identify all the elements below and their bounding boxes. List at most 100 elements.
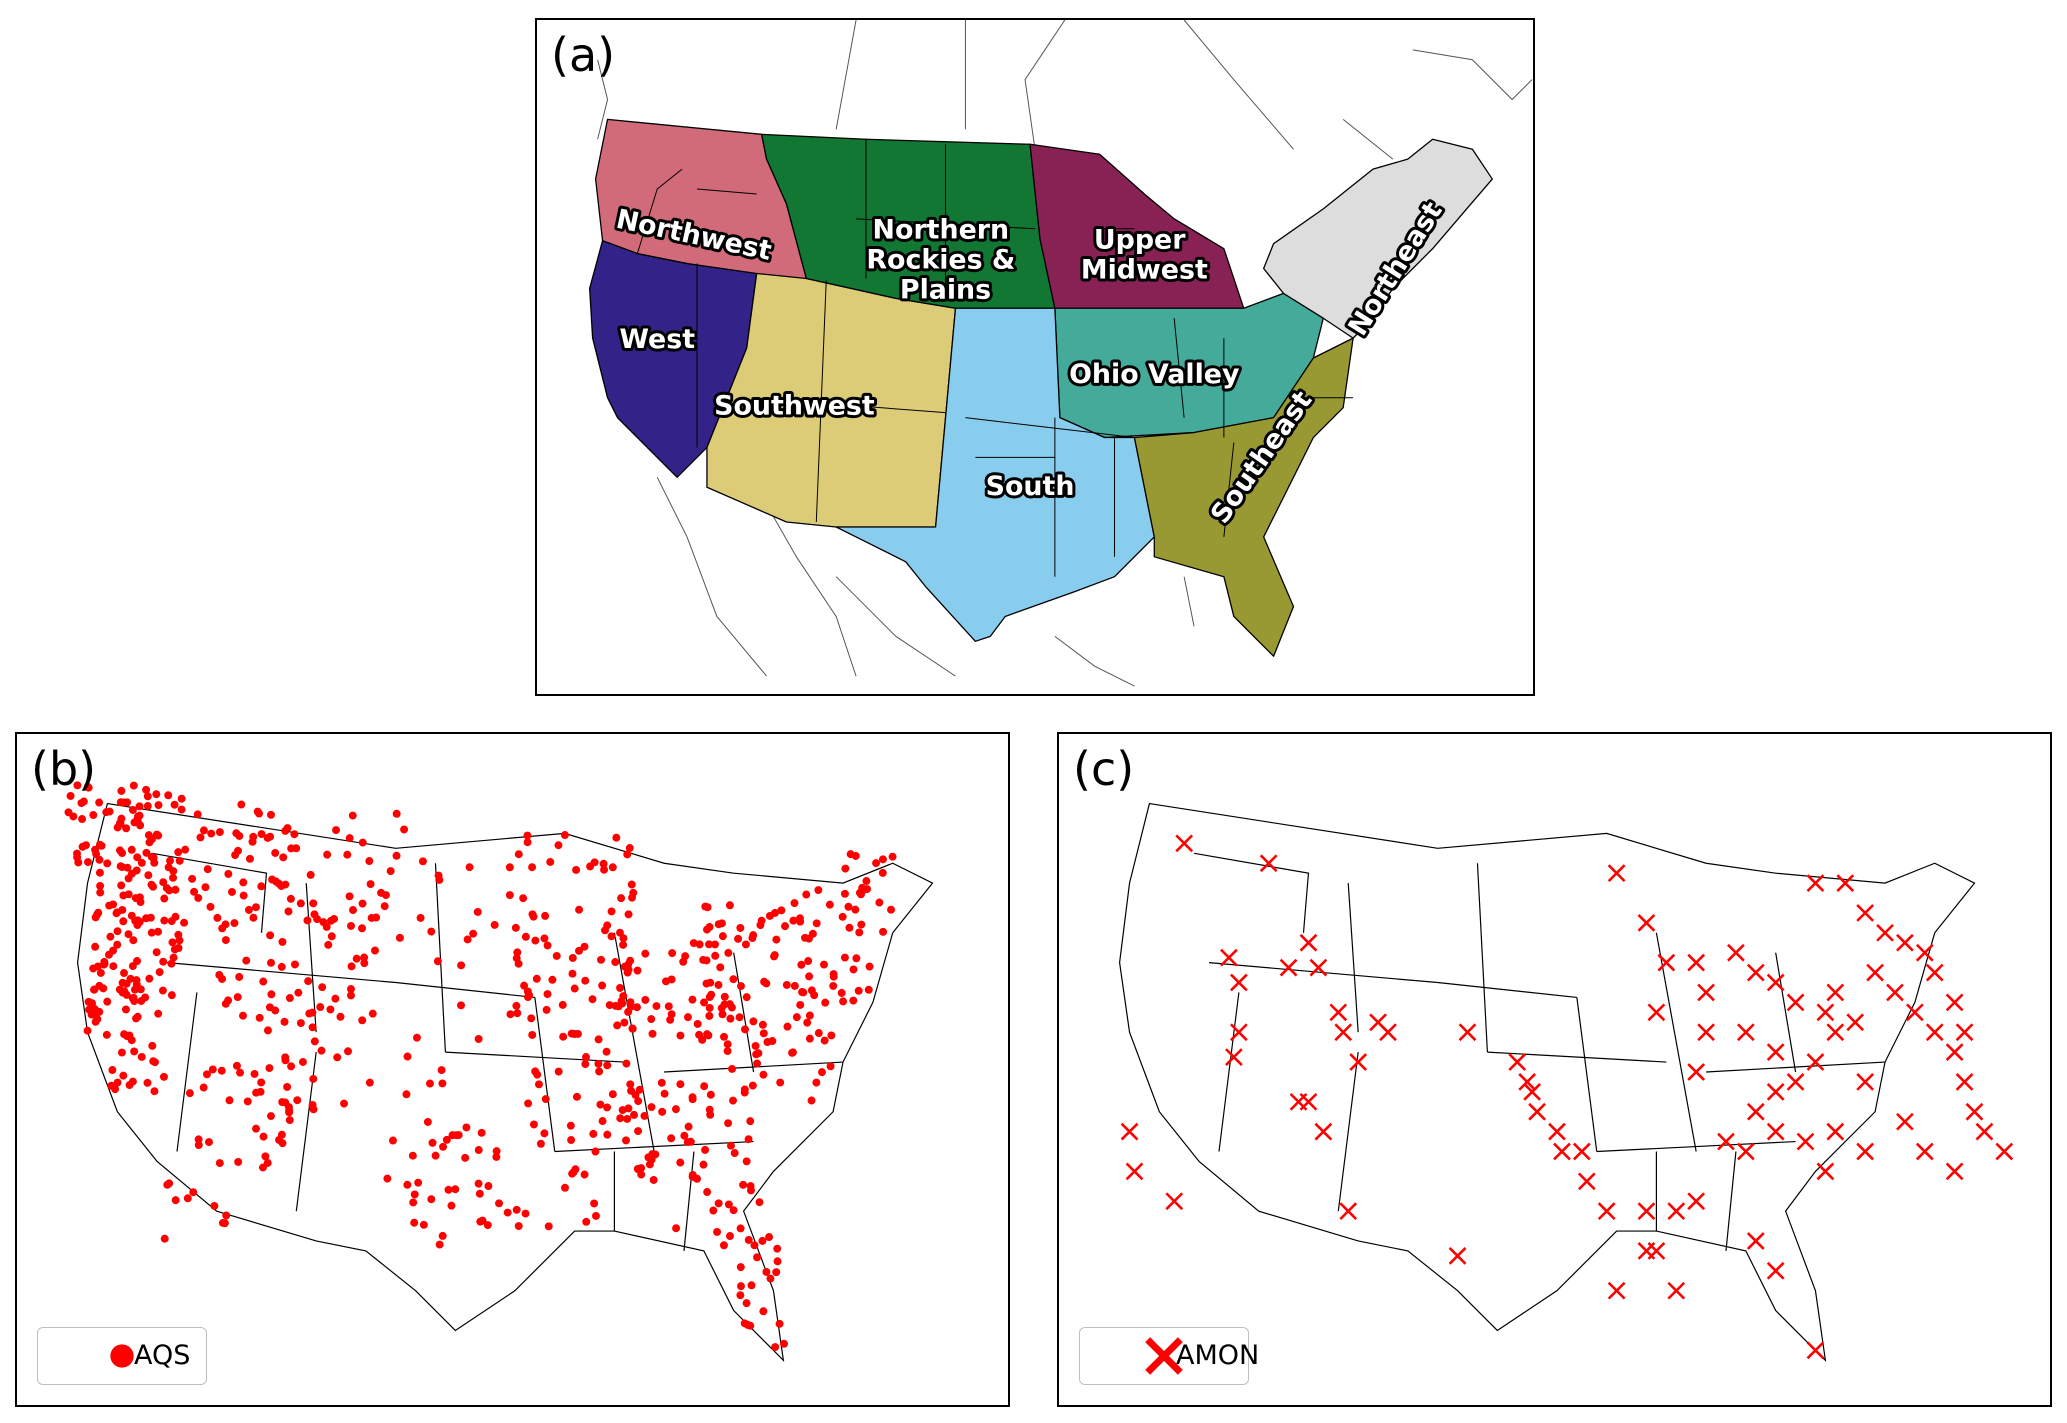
aqs-site-dot — [879, 927, 888, 936]
aqs-site-dot — [623, 968, 632, 977]
aqs-site-dot — [437, 1066, 446, 1075]
aqs-site-dot — [603, 1130, 612, 1139]
aqs-site-dot — [280, 1017, 289, 1026]
aqs-site-dot — [431, 1151, 440, 1160]
aqs-site-dot — [854, 986, 863, 995]
aqs-site-dot — [124, 930, 133, 939]
aqs-site-dot — [521, 932, 530, 941]
panel-b-label: (b) — [31, 742, 97, 796]
amon-site-marker — [1955, 1073, 1974, 1091]
aqs-site-dot — [652, 1002, 661, 1011]
aqs-site-dot — [476, 1217, 485, 1226]
aqs-site-dot — [688, 1172, 697, 1181]
aqs-site-dot — [143, 792, 152, 801]
aqs-site-dot — [688, 995, 697, 1004]
amon-site-marker — [1836, 874, 1855, 892]
aqs-site-dot — [286, 894, 295, 903]
aqs-site-dot — [805, 972, 814, 981]
amon-site-marker — [1766, 1043, 1785, 1061]
aqs-site-dot — [552, 951, 561, 960]
aqs-site-dot — [386, 867, 395, 876]
aqs-site-dot — [737, 1282, 745, 1291]
aqs-site-dot — [96, 881, 105, 890]
aqs-site-dot — [159, 1072, 168, 1081]
aqs-site-dot — [100, 957, 109, 966]
aqs-site-dot — [626, 998, 635, 1007]
amon-site-marker — [1647, 1003, 1666, 1022]
aqs-site-dot — [821, 998, 830, 1007]
aqs-site-dot — [686, 1137, 695, 1146]
amon-site-marker — [1876, 923, 1894, 942]
aqs-site-dot — [858, 883, 867, 892]
aqs-site-dot — [169, 873, 178, 882]
aqs-site-dot — [598, 1117, 607, 1126]
aqs-site-dot — [740, 1085, 749, 1094]
aqs-site-dot — [586, 862, 595, 871]
aqs-site-dot — [296, 1019, 305, 1028]
amon-site-marker — [1896, 933, 1914, 952]
amon-site-marker — [1846, 1013, 1865, 1032]
aqs-site-dot — [523, 838, 532, 847]
aqs-site-dot — [568, 969, 577, 978]
aqs-site-dot — [74, 858, 83, 867]
aqs-site-dot — [872, 859, 881, 868]
aqs-site-dot — [102, 808, 111, 817]
aqs-site-dot — [73, 781, 82, 790]
aqs-site-dot — [602, 1047, 611, 1056]
aqs-site-dot — [852, 954, 861, 963]
aqs-site-dot — [667, 1134, 676, 1143]
aqs-site-dot — [189, 1188, 198, 1197]
aqs-site-dot — [383, 1174, 392, 1183]
aqs-site-dot — [520, 981, 529, 990]
amon-site-marker — [1816, 1162, 1835, 1181]
amon-site-marker — [1896, 1112, 1914, 1131]
aqs-site-dot — [820, 960, 828, 969]
aqs-site-dot — [608, 863, 617, 872]
aqs-site-dot — [309, 1105, 318, 1114]
aqs-site-dot — [225, 1096, 234, 1105]
aqs-site-dot — [224, 870, 233, 878]
aqs-site-dot — [427, 927, 436, 936]
aqs-site-dot — [495, 1199, 503, 1208]
amon-site-marker — [1826, 1122, 1845, 1141]
aqs-site-dot — [680, 1131, 689, 1140]
aqs-site-dot — [554, 841, 563, 850]
aqs-site-dot — [474, 1035, 483, 1043]
aqs-site-dot — [121, 1005, 130, 1014]
aqs-site-dot — [119, 891, 128, 900]
aqs-site-dot — [255, 1013, 264, 1022]
aqs-site-dot — [683, 1013, 692, 1022]
aqs-site-dot — [759, 1029, 768, 1038]
aqs-site-dot — [748, 1081, 757, 1090]
aqs-site-dot — [168, 938, 177, 947]
aqs-site-dot — [137, 858, 146, 867]
aqs-site-dot — [616, 984, 625, 992]
aqs-site-dot — [671, 1105, 680, 1114]
aqs-site-dot — [169, 867, 178, 876]
amon-site-marker — [1856, 1073, 1875, 1091]
aqs-site-dot — [640, 1111, 649, 1120]
aqs-site-dot — [400, 825, 409, 834]
label-west: West — [619, 324, 695, 355]
aqs-site-dot — [120, 1030, 129, 1039]
aqs-site-dot — [597, 955, 606, 964]
aqs-site-dot — [117, 786, 126, 795]
aqs-site-dot — [266, 931, 275, 940]
aqs-site-dot — [594, 1035, 603, 1044]
amon-site-marker — [1915, 943, 1934, 962]
aqs-site-dot — [594, 1059, 603, 1068]
aqs-site-dot — [266, 832, 275, 841]
aqs-site-dot — [283, 1082, 292, 1091]
aqs-site-dot — [623, 1114, 632, 1123]
aqs-site-dot — [622, 1136, 630, 1145]
aqs-site-dot — [92, 1007, 101, 1016]
aqs-site-dot — [120, 987, 129, 996]
aqs-site-dot — [95, 798, 104, 807]
amon-site-marker — [1637, 1242, 1656, 1260]
aqs-site-dot — [807, 986, 816, 995]
aqs-site-dot — [133, 1012, 142, 1021]
aqs-site-dot — [875, 898, 884, 907]
legend-x-icon — [1145, 1337, 1183, 1375]
aqs-site-dot — [188, 874, 197, 883]
aqs-site-dot — [768, 1037, 777, 1045]
